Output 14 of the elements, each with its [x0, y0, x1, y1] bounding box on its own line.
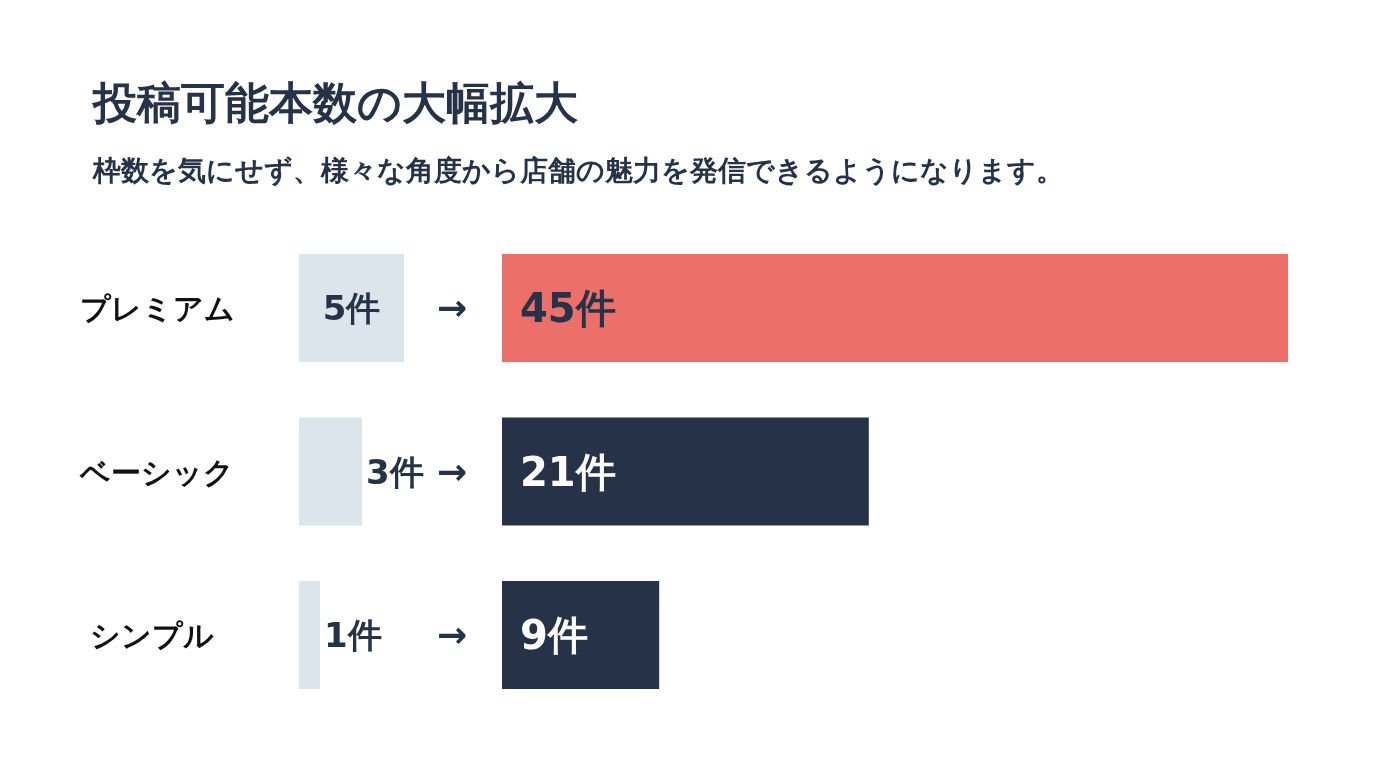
y-tick-label: ベーシック: [79, 454, 234, 490]
text: 枠数を気にせず、様々な角度から店舗の魅力を発信できるようになります。: [92, 154, 1064, 187]
text: →: [436, 287, 468, 328]
data-label: 9件: [520, 612, 588, 659]
y-tick-label: プレミアム: [80, 291, 235, 326]
data-label: 3件: [366, 451, 424, 492]
data-label: 5件: [322, 288, 381, 329]
data-label: 21件: [520, 448, 616, 495]
chart-title: 投稿可能本数の大幅拡大: [91, 77, 578, 128]
text: →: [436, 614, 468, 655]
data-label: 45件: [520, 285, 616, 332]
text: →: [436, 450, 468, 492]
data-label: 1件: [324, 615, 382, 656]
y-tick-label: シンプル: [90, 618, 214, 653]
